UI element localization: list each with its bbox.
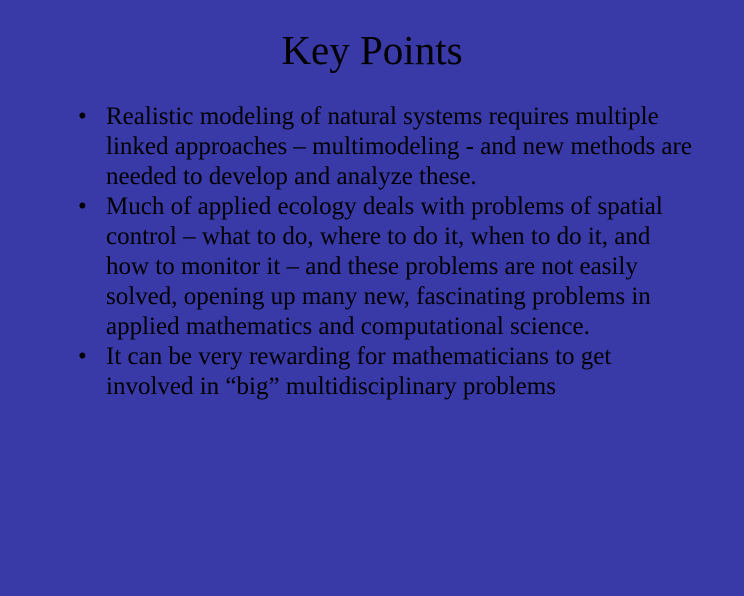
list-item: Realistic modeling of natural systems re… [78, 102, 694, 192]
slide-title: Key Points [50, 26, 694, 74]
list-item: It can be very rewarding for mathematici… [78, 342, 694, 402]
bullet-list: Realistic modeling of natural systems re… [50, 102, 694, 402]
list-item: Much of applied ecology deals with probl… [78, 192, 694, 342]
slide: Key Points Realistic modeling of natural… [0, 0, 744, 596]
